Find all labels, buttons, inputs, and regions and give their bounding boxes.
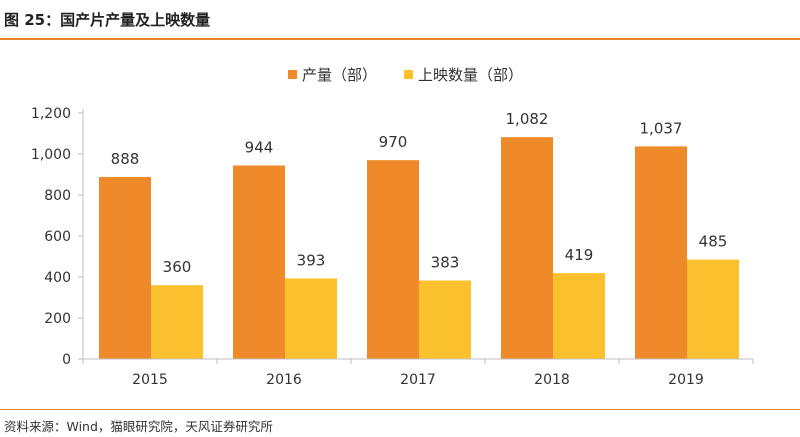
- data-label-released: 485: [699, 233, 728, 251]
- y-tick-label: 1,000: [31, 147, 71, 163]
- data-label-production: 970: [379, 133, 408, 151]
- x-tick-label: 2018: [534, 372, 570, 388]
- bar-released: [151, 285, 203, 359]
- x-tick-label: 2016: [266, 372, 302, 388]
- bar-released: [687, 259, 739, 359]
- legend-production-swatch: [288, 70, 297, 79]
- bar-production: [367, 160, 419, 359]
- bar-production: [635, 146, 687, 359]
- bar-production: [99, 176, 151, 359]
- data-label-released: 360: [163, 258, 192, 276]
- data-label-production: 944: [245, 138, 274, 156]
- legend-released-swatch: [404, 70, 413, 79]
- source-note: 资料来源：Wind，猫眼研究院，天风证券研究所: [4, 419, 273, 434]
- data-label-released: 419: [565, 246, 594, 264]
- bar-released: [285, 278, 337, 359]
- x-tick-label: 2015: [132, 372, 168, 388]
- bar-production: [233, 165, 285, 359]
- y-tick-label: 600: [44, 229, 71, 245]
- title-rule: [0, 38, 800, 40]
- x-tick-label: 2019: [668, 372, 704, 388]
- bar-released: [419, 280, 471, 359]
- y-tick-label: 200: [44, 311, 71, 327]
- bars: 888 944 970 1,082 1,037 360 393 383 419 485: [99, 110, 739, 359]
- y-tick-label: 1,200: [31, 106, 71, 122]
- bar-released: [553, 273, 605, 359]
- y-tick-label: 800: [44, 188, 71, 204]
- source-rule: [0, 409, 800, 410]
- y-axis: 0 200 400 600 800 1,000 1,200: [31, 106, 84, 368]
- legend: 产量（部） 上映数量（部）: [288, 66, 523, 84]
- data-label-released: 393: [297, 251, 326, 269]
- y-tick-label: 0: [62, 352, 71, 368]
- legend-released-label: 上映数量（部）: [418, 66, 523, 84]
- bar-chart: 产量（部） 上映数量（部） 0 200 400 600 800 1,000 1,200 888…: [31, 66, 754, 388]
- data-label-production: 1,037: [640, 119, 683, 137]
- x-axis: 2015 2016 2017 2018 2019: [82, 358, 754, 388]
- legend-production-label: 产量（部）: [302, 66, 377, 84]
- bar-production: [501, 137, 553, 359]
- x-tick-label: 2017: [400, 372, 436, 388]
- data-label-production: 888: [111, 150, 140, 168]
- y-tick-label: 400: [44, 270, 71, 286]
- data-label-production: 1,082: [506, 110, 549, 128]
- figure-title: 图 25：国产片产量及上映数量: [4, 11, 211, 29]
- data-label-released: 383: [431, 253, 460, 271]
